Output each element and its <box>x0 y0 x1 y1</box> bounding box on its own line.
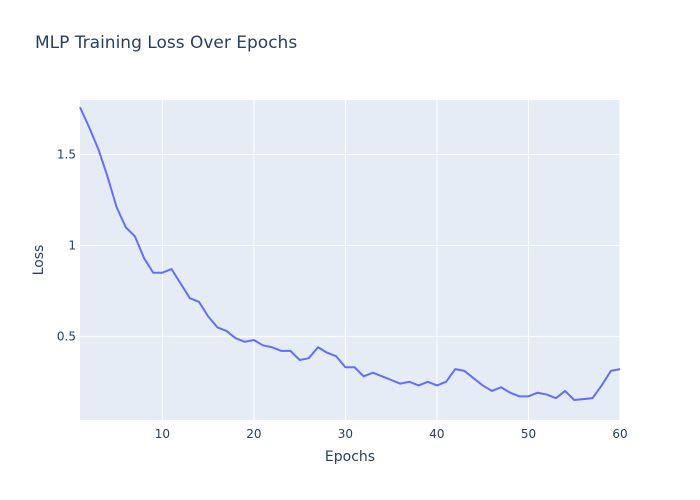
y-tick-label: 1.5 <box>57 148 76 162</box>
x-tick-label: 50 <box>521 427 536 441</box>
y-tick-label: 0.5 <box>57 329 76 343</box>
series-line-loss <box>79 106 621 401</box>
plot-background <box>80 100 620 420</box>
x-tick-label: 10 <box>155 427 170 441</box>
x-tick-label: 30 <box>338 427 353 441</box>
x-tick-label: 60 <box>612 427 627 441</box>
y-tick-labels: 0.5 1 1.5 <box>57 148 76 344</box>
x-axis-label: Epochs <box>325 449 375 465</box>
x-tick-labels: 10 20 30 40 50 60 <box>155 427 628 441</box>
y-axis-label: Loss <box>31 245 47 276</box>
x-tick-label: 40 <box>429 427 444 441</box>
x-tick-label: 20 <box>246 427 261 441</box>
y-gridlines <box>80 154 620 337</box>
chart-title: MLP Training Loss Over Epochs <box>35 33 298 53</box>
y-tick-label: 1 <box>68 238 76 252</box>
